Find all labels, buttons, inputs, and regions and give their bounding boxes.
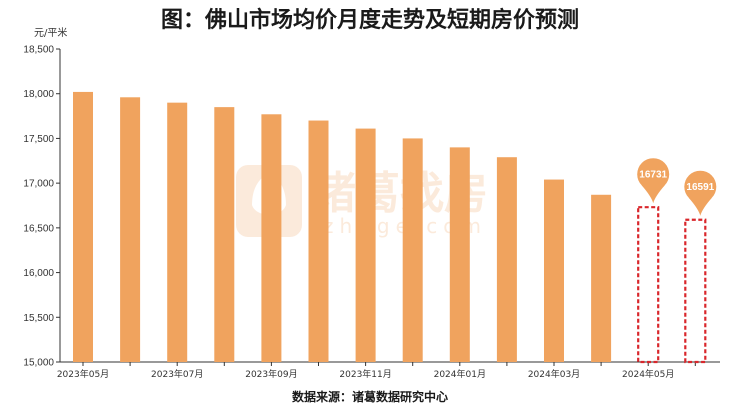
bars — [73, 91, 707, 364]
bar — [214, 107, 235, 362]
bar — [591, 194, 612, 362]
forecast-bar — [684, 218, 707, 364]
y-tick-label: 16,500 — [23, 223, 54, 234]
forecast-value-label: 16731 — [639, 170, 667, 181]
x-tick-label: 2024年05月 — [622, 368, 674, 380]
forecast-pin: 16591 — [684, 170, 717, 216]
bar — [355, 128, 376, 362]
y-tick-label: 15,500 — [23, 313, 54, 324]
x-tick-label: 2024年03月 — [528, 368, 580, 380]
y-tick-label: 17,500 — [23, 134, 54, 145]
x-tick-label: 2024年01月 — [434, 368, 486, 380]
y-tick-label: 15,000 — [23, 358, 54, 369]
bar — [402, 138, 423, 362]
bar — [167, 102, 188, 363]
data-source: 数据来源：诸葛数据研究中心 — [291, 390, 448, 404]
forecast-value-label: 16591 — [686, 182, 714, 193]
y-axis-unit: 元/平米 — [34, 28, 68, 39]
forecast-pin: 16731 — [637, 158, 670, 204]
forecast-pins: 16731 16591 — [637, 158, 717, 216]
bar — [261, 114, 282, 362]
y-tick-label: 17,000 — [23, 179, 54, 190]
y-tick-label: 18,500 — [23, 45, 54, 56]
y-tick-label: 18,000 — [23, 89, 54, 100]
bar — [544, 179, 564, 362]
bar — [73, 91, 93, 362]
x-tick-label: 2023年05月 — [57, 368, 109, 380]
bar — [496, 157, 517, 362]
forecast-pin-head — [684, 170, 717, 203]
y-tick-label: 16,000 — [23, 268, 54, 279]
x-tick-label: 2023年11月 — [339, 368, 391, 380]
chart-title: 图：佛山市场均价月度走势及短期房价预测 — [160, 8, 579, 33]
x-tick-label: 2023年07月 — [151, 368, 203, 380]
forecast-pin-head — [637, 158, 670, 191]
bar — [308, 120, 329, 363]
bar — [449, 147, 470, 362]
bar — [120, 97, 141, 362]
x-tick-label: 2023年09月 — [245, 368, 297, 380]
forecast-pin-tail — [688, 197, 712, 216]
forecast-pin-tail — [641, 185, 665, 204]
forecast-bar — [637, 206, 660, 364]
